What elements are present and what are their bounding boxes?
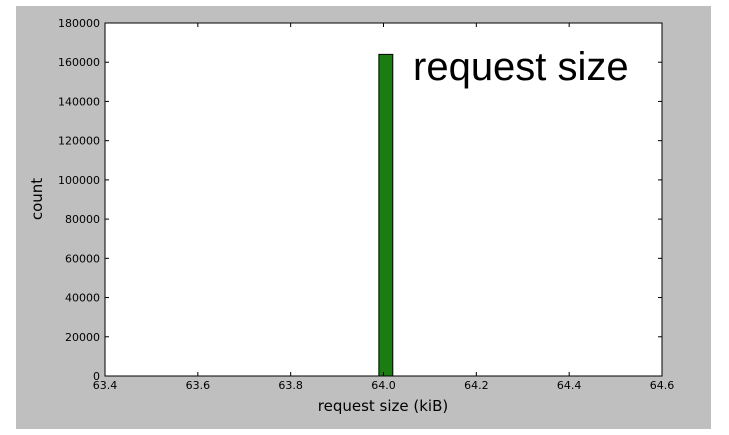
x-tick-label: 64.4 xyxy=(557,379,582,392)
y-tick-label: 40000 xyxy=(65,292,100,305)
x-tick-label: 63.4 xyxy=(93,379,118,392)
y-tick-label: 60000 xyxy=(65,252,100,265)
y-tick-label: 20000 xyxy=(65,331,100,344)
y-tick-label: 180000 xyxy=(58,17,100,30)
x-axis-title: request size (kiB) xyxy=(318,397,449,415)
y-tick-label: 140000 xyxy=(58,95,100,108)
x-tick-label: 64.0 xyxy=(371,379,396,392)
x-tick-label: 63.8 xyxy=(278,379,303,392)
x-tick-label: 64.6 xyxy=(650,379,675,392)
x-tick-label: 63.6 xyxy=(186,379,211,392)
y-tick-label: 160000 xyxy=(58,56,100,69)
y-tick-label: 0 xyxy=(93,370,100,383)
y-axis-title: count xyxy=(28,178,46,220)
histogram-bar xyxy=(378,53,394,377)
y-tick-label: 80000 xyxy=(65,213,100,226)
histogram-chart: 63.4 63.6 63.8 64.0 64.2 64.4 64.6 0 20000 40000… xyxy=(28,17,675,415)
y-tick-label: 120000 xyxy=(58,135,100,148)
y-tick-label: 100000 xyxy=(58,174,100,187)
x-tick-label: 64.2 xyxy=(464,379,489,392)
chart-annotation: request size xyxy=(413,45,629,89)
chart-figure: 63.4 63.6 63.8 64.0 64.2 64.4 64.6 0 20000 40000… xyxy=(16,6,711,429)
